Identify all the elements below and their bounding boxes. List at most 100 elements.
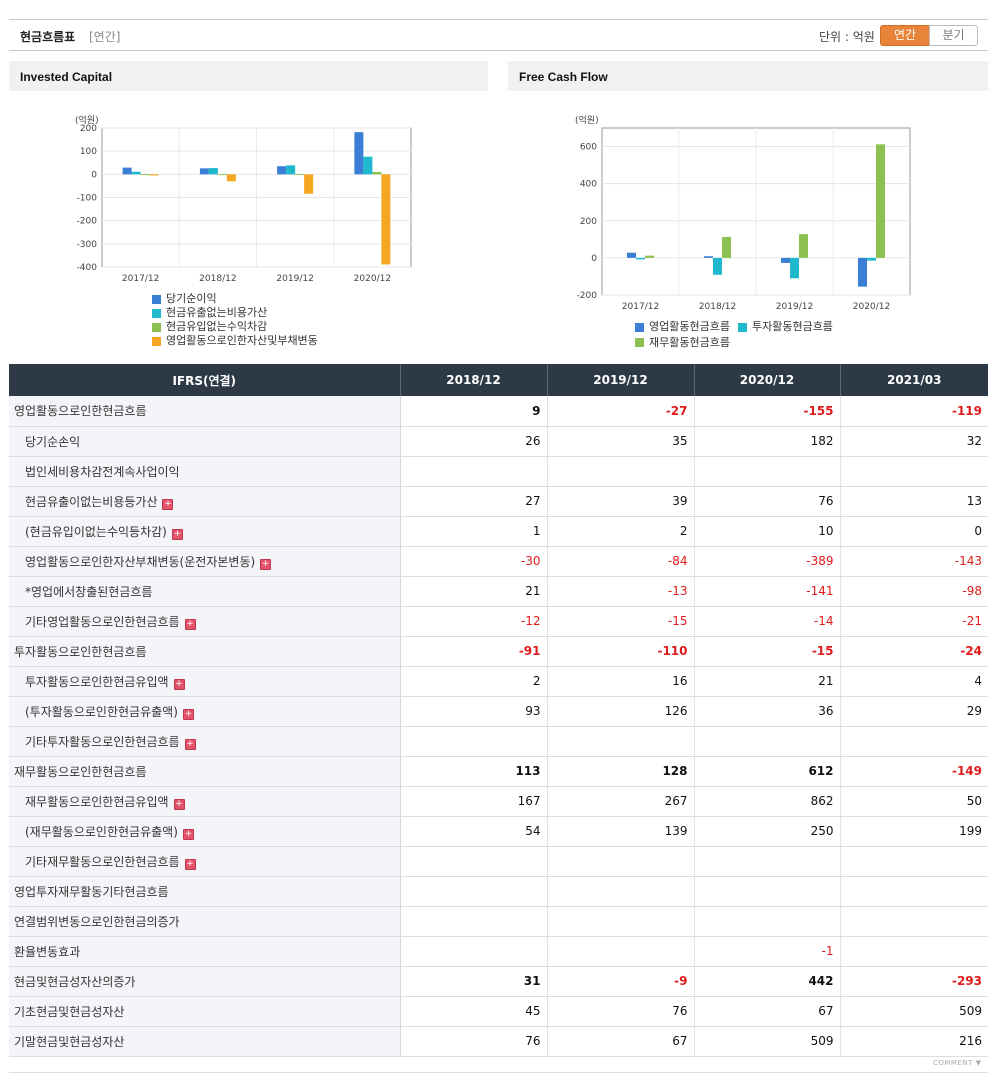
row-label: 영업투자재무활동기타현금흐름 [9,875,401,907]
bar [131,171,141,175]
unit-label: 단위 : 억원 [819,30,875,44]
row-label: 현금유출이없는비용등가산 + [9,486,401,517]
cash-flow-table: IFRS(연결) 2018/12 2019/12 2020/12 2021/03… [9,364,988,1057]
row-label: 기타투자활동으로인한현금흐름 + [9,726,401,757]
bar [140,174,150,176]
row-label-text: 재무활동으로인한현금유입액 [25,794,169,809]
value-cell [400,935,548,967]
legend-swatch [152,294,161,304]
table-row: (현금유입이없는수익등차감) +1 2 10 0 [9,516,988,547]
row-label: 재무활동으로인한현금유입액 + [9,786,401,817]
table-row: 영업투자재무활동기타현금흐름 [9,875,988,907]
value-cell: 0 [840,516,988,547]
expand-plus-icon[interactable]: + [184,618,196,630]
y-tick-label: 200 [80,124,97,134]
expand-plus-icon[interactable]: + [184,738,196,750]
value-cell [694,905,841,937]
value-cell: 509 [840,995,988,1027]
value-cell: -143 [840,546,988,577]
bar [876,144,885,258]
quarter-toggle-button[interactable]: 분기 [929,25,978,46]
legend-item: 영업활동현금흐름 [635,320,730,334]
bar [636,257,645,260]
x-tick-label: 2019/12 [776,302,813,312]
value-cell: -14 [694,606,841,637]
expand-plus-icon[interactable]: + [162,498,174,510]
legend-item: 현금유입없는수익차감 [152,320,318,334]
value-cell: 16 [547,666,695,697]
value-cell: 509 [694,1025,841,1057]
row-label-text: 재무활동으로인한현금흐름 [14,764,147,779]
comment-toggle[interactable]: COMMENT ▼ [933,1059,982,1067]
bar [354,132,364,175]
expand-plus-icon[interactable]: + [184,858,196,870]
row-label: 투자활동으로인한현금유입액 + [9,666,401,697]
value-cell: 45 [400,995,548,1027]
expand-plus-icon[interactable]: + [171,528,183,540]
chart-legend: 영업활동현금흐름 투자활동현금흐름 재무활동현금흐름 [635,320,841,351]
value-cell [840,875,988,907]
row-label: 환율변동효과 [9,935,401,967]
chart-unit-label: (억원) [575,114,599,126]
value-cell: 2 [547,516,695,547]
value-cell [547,935,695,967]
bar [304,174,314,194]
table-corner-header: IFRS(연결) [9,364,401,396]
legend-item: 영업활동으로인한자산및부채변동 [152,334,318,348]
expand-plus-icon[interactable]: + [182,828,194,840]
value-cell: 21 [694,666,841,697]
legend-swatch [152,322,161,332]
value-cell: 67 [547,1025,695,1057]
row-label-text: 기타투자활동으로인한현금흐름 [25,734,180,749]
footer-divider [9,1072,988,1073]
annual-toggle-button[interactable]: 연간 [880,25,930,46]
legend-item: 현금유출없는비용가산 [152,306,318,320]
value-cell [840,726,988,757]
legend-label: 현금유입없는수익차감 [166,320,268,333]
table-row: *영업에서창출된현금흐름 21 -13 -141 -98 [9,576,988,607]
row-label-text: 투자활동으로인한현금유입액 [25,674,169,689]
bar [627,252,636,258]
value-cell: -27 [547,396,695,427]
value-cell: 612 [694,755,841,787]
row-label: (투자활동으로인한현금유출액) + [9,696,401,727]
bar [208,168,218,175]
row-label-text: (재무활동으로인한현금유출액) [25,824,178,839]
value-cell [547,726,695,757]
value-cell: 76 [694,486,841,517]
value-cell: -141 [694,576,841,607]
invested-capital-chart: (억원)200 100 0 -100 -200 -300 -400 2017/12 2018/1… [75,114,412,284]
bar [713,257,722,275]
legend-label: 재무활동현금흐름 [649,335,730,349]
bar [277,166,287,175]
legend-swatch [152,336,161,346]
table-row: (재무활동으로인한현금유출액) +54 139 250 199 [9,816,988,847]
expand-plus-icon[interactable]: + [173,798,185,810]
table-row: 영업활동으로인한자산부채변동(운전자본변동) + -30 -84 -389 -143 [9,546,988,577]
bar [799,234,808,258]
legend-label: 영업활동으로인한자산및부채변동 [166,334,318,347]
table-row: 연결범위변동으로인한현금의증가 [9,905,988,937]
row-label-text: 당기순손익 [25,434,81,449]
bar [122,167,132,175]
row-label-text: (현금유입이없는수익등차감) [25,524,167,539]
expand-plus-icon[interactable]: + [182,708,194,720]
section-header: 현금흐름표 [연간] 단위 : 억원 연간 분기 [9,19,988,51]
expand-plus-icon[interactable]: + [173,678,185,690]
value-cell: 126 [547,696,695,727]
expand-plus-icon[interactable]: + [260,558,272,570]
row-label-text: 투자활동으로인한현금흐름 [14,644,147,659]
value-cell: 267 [547,786,695,817]
value-cell: -15 [547,606,695,637]
section-title: 현금흐름표 [20,30,76,44]
value-cell: -149 [840,755,988,787]
table-header-row: IFRS(연결) 2018/12 2019/12 2020/12 2021/03 [9,364,988,396]
row-label: 현금및현금성자산의증가 [9,965,401,997]
row-label-text: *영업에서창출된현금흐름 [25,584,153,599]
value-cell: 26 [400,426,548,457]
value-cell: 128 [547,755,695,787]
row-label-text: 영업활동으로인한자산부채변동(운전자본변동) [25,554,256,569]
value-cell: 27 [400,486,548,517]
value-cell: 76 [547,995,695,1027]
row-label: 기타영업활동으로인한현금흐름 + [9,606,401,637]
